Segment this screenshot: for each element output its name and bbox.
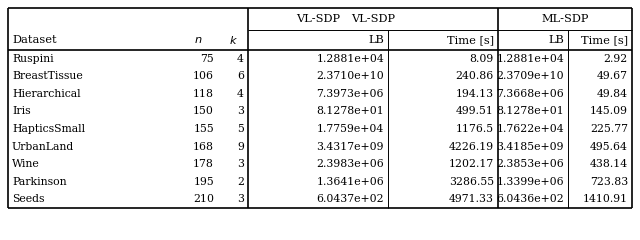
Text: 499.51: 499.51: [456, 107, 494, 116]
Text: VL-SDP: VL-SDP: [296, 14, 340, 24]
Text: 6: 6: [237, 71, 244, 81]
Text: 1.3641e+06: 1.3641e+06: [316, 177, 384, 187]
Text: 240.86: 240.86: [456, 71, 494, 81]
Text: Iris: Iris: [12, 107, 31, 116]
Text: 118: 118: [193, 89, 214, 99]
Text: 3: 3: [237, 107, 244, 116]
Text: 3.4185e+09: 3.4185e+09: [497, 142, 564, 151]
Text: Time [s]: Time [s]: [447, 35, 494, 45]
Text: 8.1278e+01: 8.1278e+01: [496, 107, 564, 116]
Text: 150: 150: [193, 107, 214, 116]
Text: 6.0436e+02: 6.0436e+02: [496, 194, 564, 204]
Text: 3.4317e+09: 3.4317e+09: [317, 142, 384, 151]
Text: 1.2881e+04: 1.2881e+04: [316, 54, 384, 64]
Text: 1410.91: 1410.91: [583, 194, 628, 204]
Text: 210: 210: [193, 194, 214, 204]
Text: UrbanLand: UrbanLand: [12, 142, 74, 151]
Text: 195: 195: [193, 177, 214, 187]
Text: Ruspini: Ruspini: [12, 54, 54, 64]
Text: 2.3709e+10: 2.3709e+10: [497, 71, 564, 81]
Text: 8.09: 8.09: [470, 54, 494, 64]
Text: Hierarchical: Hierarchical: [12, 89, 81, 99]
Text: 3: 3: [237, 194, 244, 204]
Text: 5: 5: [237, 124, 244, 134]
Text: 1176.5: 1176.5: [456, 124, 494, 134]
Text: BreastTissue: BreastTissue: [12, 71, 83, 81]
Text: ML-SDP: ML-SDP: [541, 14, 589, 24]
Text: 4: 4: [237, 89, 244, 99]
Text: 1.7622e+04: 1.7622e+04: [497, 124, 564, 134]
Text: Seeds: Seeds: [12, 194, 45, 204]
Text: 194.13: 194.13: [456, 89, 494, 99]
Text: 7.3973e+06: 7.3973e+06: [317, 89, 384, 99]
Text: 495.64: 495.64: [590, 142, 628, 151]
Text: LB: LB: [368, 35, 384, 45]
Text: 168: 168: [193, 142, 214, 151]
Text: Dataset: Dataset: [12, 35, 56, 45]
Text: 4226.19: 4226.19: [449, 142, 494, 151]
Text: 1.3399e+06: 1.3399e+06: [497, 177, 564, 187]
Text: 2.3983e+06: 2.3983e+06: [316, 159, 384, 169]
Text: 2: 2: [237, 177, 244, 187]
Text: Time [s]: Time [s]: [581, 35, 628, 45]
Text: 8.1278e+01: 8.1278e+01: [316, 107, 384, 116]
Text: 4971.33: 4971.33: [449, 194, 494, 204]
Text: HapticsSmall: HapticsSmall: [12, 124, 85, 134]
Text: 155: 155: [193, 124, 214, 134]
Text: LB: LB: [548, 35, 564, 45]
Text: 225.77: 225.77: [590, 124, 628, 134]
Text: 75: 75: [200, 54, 214, 64]
Text: 1.7759e+04: 1.7759e+04: [317, 124, 384, 134]
Text: 106: 106: [193, 71, 214, 81]
Text: 2.92: 2.92: [604, 54, 628, 64]
Text: 2.3710e+10: 2.3710e+10: [316, 71, 384, 81]
Text: Parkinson: Parkinson: [12, 177, 67, 187]
Text: 3: 3: [237, 159, 244, 169]
Text: 3286.55: 3286.55: [449, 177, 494, 187]
Text: 145.09: 145.09: [590, 107, 628, 116]
Text: 49.67: 49.67: [597, 71, 628, 81]
Text: 1.2881e+04: 1.2881e+04: [496, 54, 564, 64]
Text: $n$: $n$: [194, 35, 202, 45]
Text: Wine: Wine: [12, 159, 40, 169]
Text: 2.3853e+06: 2.3853e+06: [496, 159, 564, 169]
Text: 178: 178: [193, 159, 214, 169]
Text: 6.0437e+02: 6.0437e+02: [316, 194, 384, 204]
Text: 9: 9: [237, 142, 244, 151]
Text: 7.3668e+06: 7.3668e+06: [496, 89, 564, 99]
Text: 4: 4: [237, 54, 244, 64]
Text: $k$: $k$: [228, 34, 237, 46]
Text: 723.83: 723.83: [589, 177, 628, 187]
Text: 1202.17: 1202.17: [449, 159, 494, 169]
Text: 438.14: 438.14: [590, 159, 628, 169]
Text: VL-SDP: VL-SDP: [351, 14, 395, 24]
Text: 49.84: 49.84: [597, 89, 628, 99]
